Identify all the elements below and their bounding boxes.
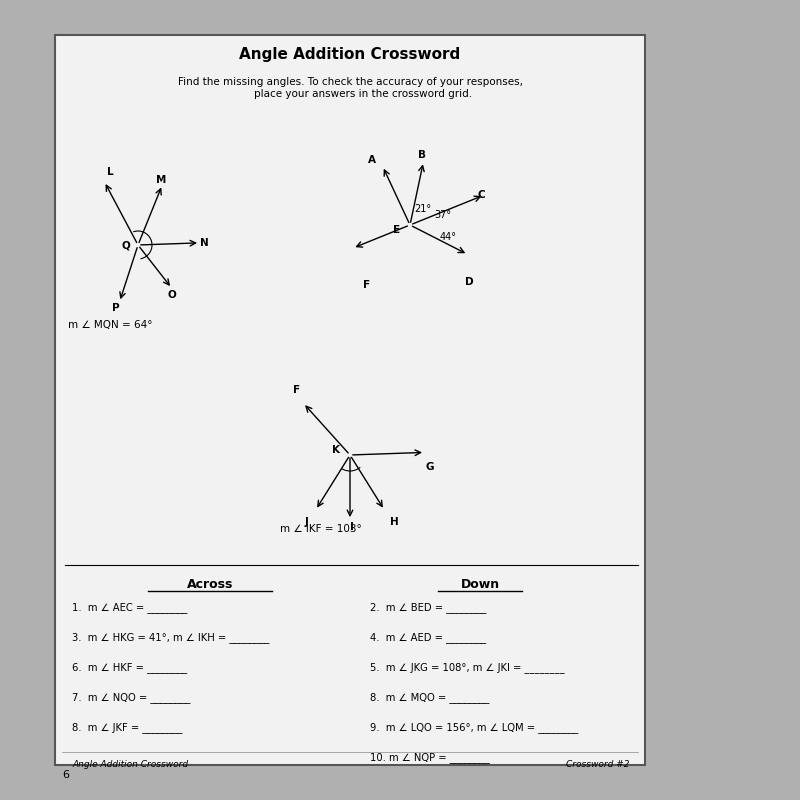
Text: K: K: [332, 445, 340, 455]
Text: 2.  m ∠ BED = ________: 2. m ∠ BED = ________: [370, 602, 486, 614]
Text: m ∠ IKF = 103°: m ∠ IKF = 103°: [280, 524, 362, 534]
Text: N: N: [200, 238, 209, 248]
Text: 37°: 37°: [434, 210, 451, 220]
Text: M: M: [156, 175, 166, 185]
Text: 8.  m ∠ MQO = ________: 8. m ∠ MQO = ________: [370, 693, 490, 703]
Text: 44°: 44°: [440, 232, 457, 242]
Text: P: P: [112, 303, 120, 313]
Text: 21°: 21°: [414, 204, 431, 214]
Text: H: H: [390, 517, 398, 527]
Text: 8.  m ∠ JKF = ________: 8. m ∠ JKF = ________: [72, 722, 182, 734]
Text: B: B: [418, 150, 426, 160]
Text: 9.  m ∠ LQO = 156°, m ∠ LQM = ________: 9. m ∠ LQO = 156°, m ∠ LQM = ________: [370, 722, 578, 734]
Text: Q: Q: [122, 240, 130, 250]
FancyBboxPatch shape: [55, 35, 645, 765]
Text: 6.  m ∠ HKF = ________: 6. m ∠ HKF = ________: [72, 662, 187, 674]
Text: 4.  m ∠ AED = ________: 4. m ∠ AED = ________: [370, 633, 486, 643]
Text: O: O: [168, 290, 177, 300]
Text: 5.  m ∠ JKG = 108°, m ∠ JKI = ________: 5. m ∠ JKG = 108°, m ∠ JKI = ________: [370, 662, 565, 674]
Text: Angle Addition Crossword: Angle Addition Crossword: [239, 47, 461, 62]
Text: Angle Addition Crossword: Angle Addition Crossword: [72, 760, 188, 769]
Text: G: G: [426, 462, 434, 472]
Text: 3.  m ∠ HKG = 41°, m ∠ IKH = ________: 3. m ∠ HKG = 41°, m ∠ IKH = ________: [72, 633, 270, 643]
Text: Crossword #2: Crossword #2: [566, 760, 630, 769]
Text: Find the missing angles. To check the accuracy of your responses,
        place : Find the missing angles. To check the ac…: [178, 78, 522, 98]
Text: D: D: [465, 277, 474, 287]
Text: L: L: [106, 167, 114, 177]
Text: A: A: [368, 155, 376, 165]
Text: 7.  m ∠ NQO = ________: 7. m ∠ NQO = ________: [72, 693, 190, 703]
Text: E: E: [393, 225, 400, 235]
Text: Across: Across: [187, 578, 233, 591]
Text: m ∠ MQN = 64°: m ∠ MQN = 64°: [68, 320, 153, 330]
Text: F: F: [293, 385, 300, 395]
Text: C: C: [478, 190, 486, 200]
Text: 6: 6: [62, 770, 69, 780]
Text: 10. m ∠ NQP = ________: 10. m ∠ NQP = ________: [370, 753, 490, 763]
Text: F: F: [363, 280, 370, 290]
Text: 1.  m ∠ AEC = ________: 1. m ∠ AEC = ________: [72, 602, 187, 614]
Text: Down: Down: [461, 578, 499, 591]
Text: I: I: [350, 522, 354, 532]
Text: J: J: [304, 517, 308, 527]
